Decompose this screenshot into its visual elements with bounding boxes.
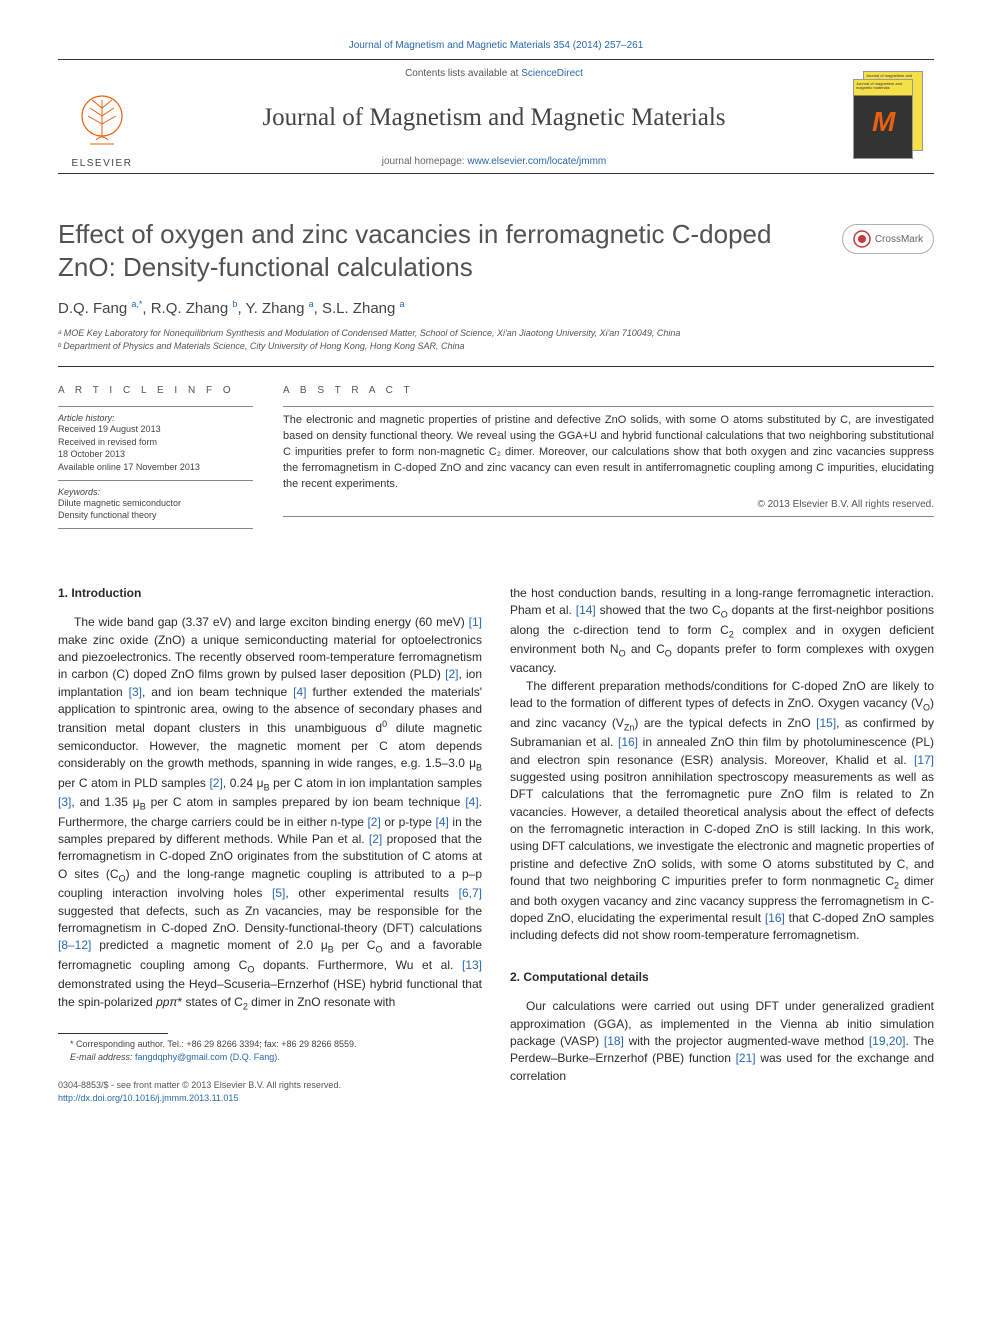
column-left: 1. Introduction The wide band gap (3.37 … [58,585,482,1105]
article-info-heading: A R T I C L E I N F O [58,385,253,396]
computational-paragraph: Our calculations were carried out using … [510,998,934,1085]
email-footnote: E-mail address: fangdqphy@gmail.com (D.Q… [58,1051,482,1064]
sciencedirect-link[interactable]: ScienceDirect [521,68,583,79]
authors: D.Q. Fang a,*, R.Q. Zhang b, Y. Zhang a,… [58,299,934,317]
journal-name: Journal of Magnetism and Magnetic Materi… [156,104,832,132]
corresponding-author: * Corresponding author. Tel.: +86 29 826… [58,1038,482,1051]
journal-cover: Journal of magnetism and magnetic materi… [842,60,934,173]
footnote-divider [58,1033,168,1034]
article-title: Effect of oxygen and zinc vacancies in f… [58,218,822,283]
column-right: the host conduction bands, resulting in … [510,585,934,1105]
copyright-line: © 2013 Elsevier B.V. All rights reserved… [283,499,934,510]
masthead-center: Contents lists available at ScienceDirec… [146,60,842,173]
divider [58,366,934,367]
journal-homepage: journal homepage: www.elsevier.com/locat… [156,156,832,167]
affiliations: ᵃ MOE Key Laboratory for Nonequilibrium … [58,327,934,352]
keywords-label: Keywords: [58,487,253,497]
intro-heading: 1. Introduction [58,585,482,602]
contents-prefix: Contents lists available at [405,68,521,79]
intro-paragraph-1: The wide band gap (3.37 eV) and large ex… [58,614,482,1013]
meta-divider [58,406,253,407]
crossmark-label: CrossMark [875,234,923,245]
history-label: Article history: [58,413,253,423]
abstract-column: A B S T R A C T The electronic and magne… [283,385,934,535]
homepage-prefix: journal homepage: [382,156,468,167]
email-link[interactable]: fangdqphy@gmail.com (D.Q. Fang). [135,1052,280,1062]
contents-available: Contents lists available at ScienceDirec… [156,68,832,79]
body-columns: 1. Introduction The wide band gap (3.37 … [58,585,934,1105]
affiliation-a: ᵃ MOE Key Laboratory for Nonequilibrium … [58,327,934,340]
affiliation-b: ᵇ Department of Physics and Materials Sc… [58,340,934,353]
abstract-divider [283,406,934,407]
history-received: Received 19 August 2013 [58,423,253,436]
computational-heading: 2. Computational details [510,969,934,986]
masthead: ELSEVIER Contents lists available at Sci… [58,59,934,174]
history-revised-1: Received in revised form [58,436,253,449]
abstract-divider-2 [283,516,934,517]
history-revised-2: 18 October 2013 [58,448,253,461]
elsevier-tree-icon [70,90,134,154]
meta-divider-2 [58,480,253,481]
history-online: Available online 17 November 2013 [58,461,253,474]
keyword-2: Density functional theory [58,509,253,522]
publisher-name: ELSEVIER [72,158,133,169]
intro-col2-p1: the host conduction bands, resulting in … [510,585,934,678]
crossmark-badge[interactable]: CrossMark [842,224,934,254]
citation-header[interactable]: Journal of Magnetism and Magnetic Materi… [58,40,934,51]
keyword-1: Dilute magnetic semiconductor [58,497,253,510]
abstract-heading: A B S T R A C T [283,385,934,396]
doi-link[interactable]: http://dx.doi.org/10.1016/j.jmmm.2013.11… [58,1093,238,1103]
email-label: E-mail address: [70,1052,135,1062]
cover-text-front: Journal of magnetism and magnetic materi… [856,82,912,91]
issn-line: 0304-8853/$ - see front matter © 2013 El… [58,1079,482,1092]
meta-divider-3 [58,528,253,529]
intro-col2-p2: The different preparation methods/condit… [510,678,934,945]
publisher-logo[interactable]: ELSEVIER [58,60,146,173]
article-info-column: A R T I C L E I N F O Article history: R… [58,385,253,535]
bottom-info: 0304-8853/$ - see front matter © 2013 El… [58,1079,482,1104]
abstract-text: The electronic and magnetic properties o… [283,413,934,493]
crossmark-icon [853,230,871,248]
homepage-link[interactable]: www.elsevier.com/locate/jmmm [467,156,606,167]
